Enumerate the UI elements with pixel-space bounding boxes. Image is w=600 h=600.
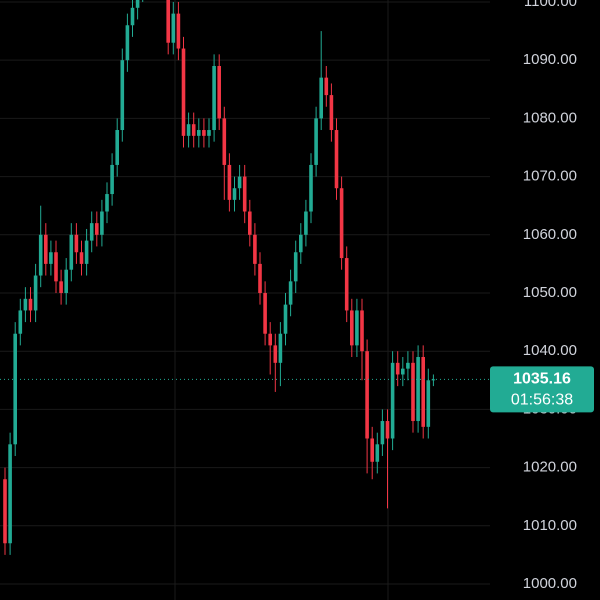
candle-body bbox=[125, 25, 130, 61]
candle-body bbox=[293, 252, 298, 282]
candle-body bbox=[227, 164, 232, 200]
candle-body bbox=[329, 95, 334, 131]
candle-body bbox=[339, 188, 344, 259]
y-tick-label: 1100.00 bbox=[524, 0, 577, 10]
candle-body bbox=[344, 258, 349, 311]
candle-body bbox=[242, 176, 247, 212]
last-price-label: 1035.16 bbox=[513, 371, 571, 388]
candle-body bbox=[273, 345, 278, 363]
candle-body bbox=[401, 368, 405, 375]
candle-body bbox=[95, 223, 99, 235]
candle-body bbox=[13, 333, 17, 445]
candle-body bbox=[197, 130, 201, 136]
candle-body bbox=[105, 194, 109, 212]
candle-body bbox=[217, 66, 221, 119]
y-tick-label: 1040.00 bbox=[523, 342, 577, 359]
candle-body bbox=[406, 362, 410, 369]
candle-body bbox=[268, 333, 272, 346]
candle-body bbox=[283, 304, 288, 334]
candle-body bbox=[232, 188, 237, 200]
candle-body bbox=[23, 298, 28, 311]
candle-body bbox=[8, 444, 12, 544]
candle-body bbox=[64, 269, 68, 293]
candle-body bbox=[3, 479, 7, 544]
candle-body bbox=[69, 234, 74, 270]
candle-body bbox=[385, 421, 390, 439]
candle-body bbox=[120, 60, 125, 131]
candle-body bbox=[38, 234, 43, 276]
candle-body bbox=[18, 310, 23, 334]
candle-body bbox=[171, 13, 176, 43]
candle-body bbox=[166, 0, 170, 43]
y-tick-label: 1010.00 bbox=[523, 517, 577, 534]
y-tick-label: 1000.00 bbox=[523, 575, 577, 592]
candle-body bbox=[28, 298, 33, 311]
candle-body bbox=[130, 7, 135, 26]
candle-body bbox=[59, 281, 63, 293]
candle-body bbox=[191, 124, 196, 136]
y-tick-label: 1060.00 bbox=[523, 226, 577, 243]
candle-body bbox=[416, 357, 420, 422]
candle-body bbox=[33, 275, 38, 311]
y-tick-label: 1020.00 bbox=[523, 459, 577, 476]
candle-body bbox=[79, 252, 84, 264]
candle-body bbox=[380, 421, 385, 445]
candle-body bbox=[314, 118, 318, 165]
candle-body bbox=[411, 362, 415, 422]
candle-body bbox=[115, 130, 119, 165]
candle-body bbox=[299, 234, 303, 253]
candle-body bbox=[110, 164, 114, 195]
candle-body bbox=[176, 13, 181, 49]
candle-body bbox=[49, 252, 53, 264]
candle-body bbox=[54, 252, 58, 282]
candle-body bbox=[350, 310, 354, 346]
candle-body bbox=[370, 438, 374, 462]
candle-body bbox=[288, 281, 293, 305]
candle-body bbox=[74, 234, 79, 253]
candle-body bbox=[309, 164, 313, 212]
candle-body bbox=[324, 77, 329, 96]
last-price-box bbox=[490, 366, 594, 413]
candle-body bbox=[431, 379, 436, 381]
candle-body bbox=[237, 176, 242, 189]
candle-body bbox=[304, 211, 308, 235]
candle-body bbox=[421, 357, 425, 427]
candle-body bbox=[365, 351, 369, 439]
candle-body bbox=[319, 77, 323, 119]
candle-body bbox=[390, 362, 395, 439]
candle-body bbox=[395, 362, 400, 375]
candle-body bbox=[84, 240, 89, 264]
candle-body bbox=[186, 124, 191, 136]
candle-body bbox=[278, 333, 283, 363]
candle-body bbox=[222, 118, 227, 165]
candle-body bbox=[263, 292, 267, 334]
candle-body bbox=[334, 130, 339, 189]
candle-body bbox=[258, 263, 262, 293]
y-tick-label: 1090.00 bbox=[523, 51, 577, 68]
candle-body bbox=[207, 130, 211, 136]
candle-body bbox=[253, 234, 257, 264]
candle-body bbox=[89, 223, 94, 241]
candle-body bbox=[212, 66, 216, 131]
candle-body bbox=[181, 48, 186, 136]
candle-body bbox=[355, 310, 359, 346]
candle-body bbox=[248, 211, 252, 235]
candle-body bbox=[375, 444, 380, 462]
countdown-label: 01:56:38 bbox=[511, 392, 573, 409]
y-tick-label: 1080.00 bbox=[523, 109, 577, 126]
y-tick-label: 1070.00 bbox=[523, 168, 577, 185]
candle-body bbox=[100, 211, 104, 235]
candle-body bbox=[360, 310, 364, 352]
y-tick-label: 1050.00 bbox=[523, 284, 577, 301]
candle-body bbox=[426, 380, 431, 427]
candle-body bbox=[135, 0, 140, 8]
candle-body bbox=[44, 234, 48, 264]
candle-body bbox=[202, 130, 206, 136]
